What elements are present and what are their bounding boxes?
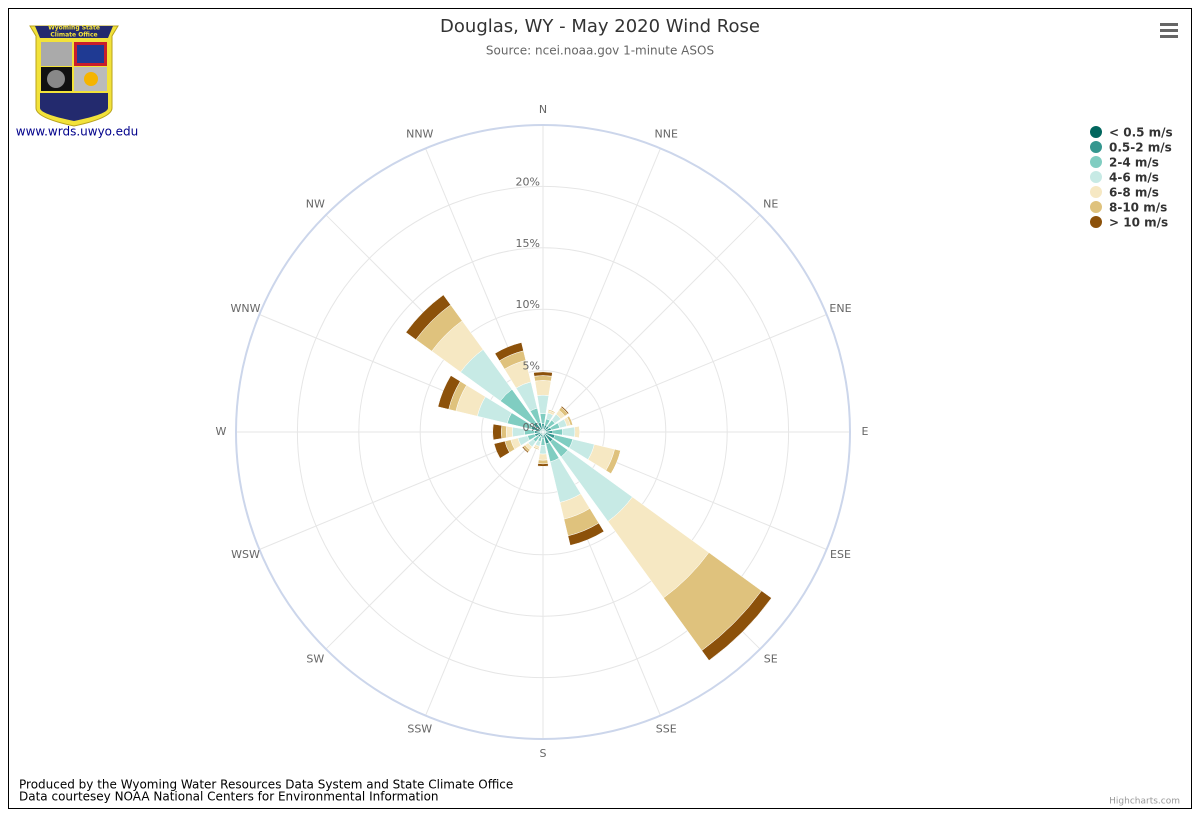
legend-label[interactable]: 0.5-2 m/s [1109,141,1172,155]
wind-bar [437,375,461,410]
radial-grid-line [542,148,661,433]
grid-ring [296,185,790,679]
wind-bar [500,425,507,439]
wind-bar [494,342,524,362]
direction-label: N [539,103,547,116]
logo-text: Wyoming State [48,25,100,32]
wind-bar [493,440,510,459]
direction-label: NNE [655,128,678,141]
legend-symbol [1090,126,1102,138]
legend-symbol [1090,171,1102,183]
wind-bar [534,380,552,396]
legend-label[interactable]: > 10 m/s [1109,216,1168,230]
y-tick-label: 20% [516,175,540,188]
radial-grid-line [425,431,544,716]
direction-label: ESE [830,548,851,561]
y-tick-label: 0% [523,421,540,434]
wind-bar [537,463,549,467]
grid-ring [419,308,667,556]
legend-symbol [1090,216,1102,228]
wind-bar [701,590,772,661]
wind-bar [539,445,547,455]
direction-label: ENE [829,302,851,315]
legend-label[interactable]: 2-4 m/s [1109,156,1159,170]
legend-symbol [1090,156,1102,168]
legend-symbol [1090,201,1102,213]
radial-grid-line [325,431,544,650]
direction-label: SW [306,653,324,666]
direction-label: NE [763,197,778,210]
outer-ring [235,124,851,740]
wind-bar [521,446,529,454]
site-link[interactable]: www.wrds.uwyo.edu [16,125,138,139]
credits[interactable]: Highcharts.com [1109,797,1180,807]
wind-bar [533,371,553,377]
y-tick-label: 5% [523,360,540,373]
direction-label: E [862,425,869,438]
legend-symbol [1090,186,1102,198]
legend-symbol [1090,141,1102,153]
direction-label: W [216,425,227,438]
radial-grid-line [542,314,827,433]
wind-bar [538,453,548,461]
legend-label[interactable]: < 0.5 m/s [1109,126,1173,140]
footer-note: Data courtesey NOAA National Centers for… [19,790,439,804]
wind-bar [548,409,556,413]
direction-label: WNW [231,302,261,315]
direction-label: WSW [231,548,260,561]
footer-note: Produced by the Wyoming Water Resources … [19,778,513,792]
direction-label: NNW [406,128,433,141]
y-tick-label: 10% [516,298,540,311]
radial-grid-line [259,431,544,550]
direction-label: S [540,747,547,760]
logo-text: Climate Office [50,32,97,39]
grid-ring [481,370,605,494]
wind-bar [560,405,570,415]
wind-bar [533,447,539,451]
wind-bar [405,294,451,340]
wind-bar [574,425,581,439]
radial-grid-line [542,214,761,433]
direction-label: SSW [407,722,432,735]
wind-bar [562,426,576,438]
direction-label: SE [764,653,778,666]
grid-ring [358,247,728,617]
wind-bar [533,375,553,382]
wind-bar [568,415,574,425]
logo: Wyoming State Climate Office [29,25,119,127]
wind-bar [567,522,605,546]
wind-bar [505,425,513,439]
direction-label: SSE [656,722,677,735]
menu-button[interactable] [1160,23,1178,38]
legend-label[interactable]: 4-6 m/s [1109,171,1159,185]
plot-area: N NNE NE ENE E ESE SE SSE S SSW SW WSW W WNW NW NNW 0% 5%… [216,103,869,760]
wind-bar [492,423,503,441]
legend-label[interactable]: 8-10 m/s [1109,201,1167,215]
wind-bar [537,459,549,465]
legend-label[interactable]: 6-8 m/s [1109,186,1159,200]
direction-label: NW [306,197,325,210]
y-tick-label: 15% [516,237,540,250]
chart-title: Douglas, WY - May 2020 Wind Rose [440,16,760,37]
chart-subtitle: Source: ncei.noaa.gov 1-minute ASOS [486,44,714,58]
